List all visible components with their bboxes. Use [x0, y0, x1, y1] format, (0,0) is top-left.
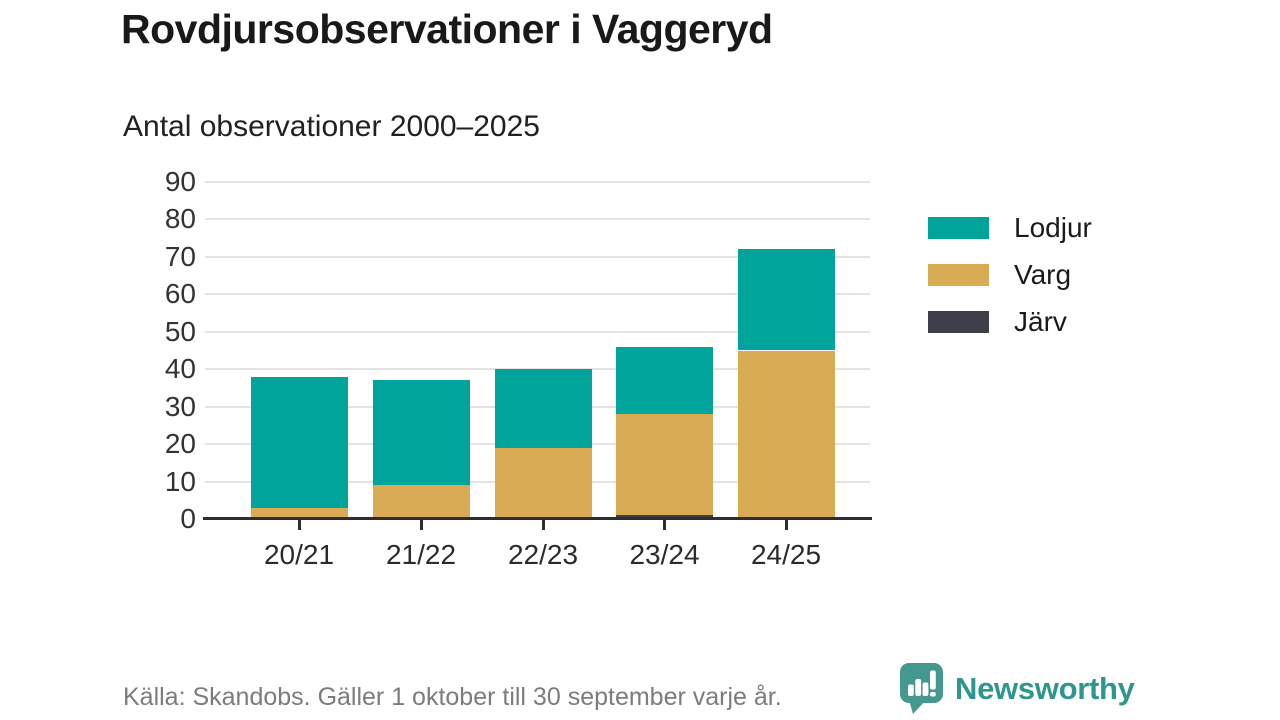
x-axis-label: 24/25	[750, 539, 822, 570]
legend-label-lodjur: Lodjur	[1014, 212, 1092, 243]
y-axis-label: 30	[164, 390, 196, 422]
bar-segment-varg	[737, 350, 835, 519]
bar-segment-lodjur	[737, 249, 835, 351]
x-axis-tick	[297, 520, 301, 530]
source-note: Källa: Skandobs. Gäller 1 oktober till 3…	[123, 683, 782, 711]
y-axis-label: 70	[164, 240, 196, 272]
bar-segment-lodjur	[616, 346, 713, 415]
gridline-y60	[205, 293, 870, 296]
legend-label-varg: Varg	[1014, 259, 1072, 290]
newsworthy-logo-icon	[900, 663, 943, 714]
chart-legend: Lodjur Varg Järv	[928, 212, 1092, 357]
legend-item-jrv: Järv	[928, 306, 1092, 337]
gridline-y80	[205, 218, 870, 221]
x-axis-line	[203, 517, 872, 520]
gridline-y70	[205, 255, 870, 258]
y-axis-label: 60	[164, 278, 196, 310]
x-axis-tick	[419, 520, 423, 530]
gridline-y50	[205, 330, 870, 333]
bar-segment-varg	[494, 447, 592, 519]
bar-segment-varg	[616, 414, 713, 516]
x-axis-tick	[541, 520, 545, 530]
y-axis-label: 20	[164, 428, 196, 460]
legend-swatch-lodjur	[928, 217, 989, 239]
y-axis-label: 0	[180, 503, 196, 534]
page-title: Rovdjursobservationer i Vaggeryd	[121, 6, 773, 52]
x-axis-label: 21/22	[385, 539, 457, 570]
x-axis-label: 23/24	[629, 539, 700, 570]
x-axis-label: 22/23	[507, 539, 579, 570]
bar-segment-varg	[250, 507, 348, 519]
legend-swatch-varg	[928, 264, 989, 286]
bar-segment-lodjur	[494, 369, 592, 448]
y-axis-label: 80	[164, 203, 196, 235]
bar-segment-varg	[372, 485, 470, 519]
legend-item-varg: Varg	[928, 259, 1092, 290]
y-axis-label: 10	[164, 465, 196, 497]
gridline-y90	[205, 181, 870, 183]
y-axis-label: 40	[164, 353, 196, 385]
x-axis-label: 20/21	[263, 539, 335, 570]
newsworthy-wordmark: Newsworthy	[955, 671, 1135, 706]
y-axis-label: 50	[164, 315, 196, 347]
x-axis-tick	[663, 520, 666, 530]
bar-segment-lodjur	[250, 376, 348, 508]
legend-item-lodjur: Lodjur	[928, 212, 1092, 243]
bar-segment-lodjur	[372, 380, 470, 486]
chart-subtitle: Antal observationer 2000–2025	[123, 110, 540, 143]
newsworthy-logo: Newsworthy	[899, 663, 1135, 715]
x-axis-tick	[784, 520, 788, 530]
legend-swatch-jrv	[928, 311, 989, 333]
legend-label-jrv: Järv	[1014, 306, 1067, 337]
y-axis-label: 90	[164, 166, 196, 197]
